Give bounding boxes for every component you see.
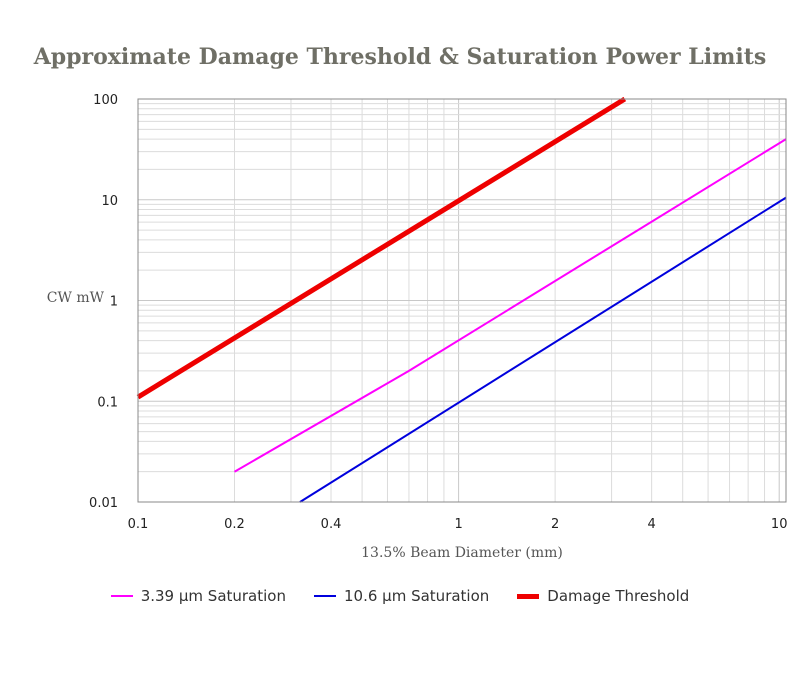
x-axis-label: 13.5% Beam Diameter (mm) bbox=[361, 545, 563, 561]
grid-lines bbox=[137, 99, 786, 503]
legend-item-339: 3.39 µm Saturation bbox=[110, 587, 286, 605]
legend-swatch-339 bbox=[110, 595, 133, 597]
chart-title: Approximate Damage Threshold & Saturatio… bbox=[33, 44, 767, 70]
x-tick-label: 4 bbox=[647, 517, 655, 532]
series-lines bbox=[136, 96, 787, 503]
legend: 3.39 µm Saturation 10.6 µm Saturation Da… bbox=[0, 587, 800, 605]
series-line-1 bbox=[299, 196, 787, 503]
y-axis-label: CW mW bbox=[47, 290, 105, 306]
legend-item-damage: Damage Threshold bbox=[517, 587, 689, 605]
series-line-2 bbox=[136, 96, 627, 400]
legend-item-106: 10.6 µm Saturation bbox=[314, 587, 489, 605]
y-tick-label: 10 bbox=[101, 194, 118, 209]
x-tick-label: 0.1 bbox=[128, 517, 149, 532]
y-tick-label: 1 bbox=[110, 295, 118, 310]
legend-swatch-damage bbox=[517, 593, 540, 599]
x-tick-label: 1 bbox=[454, 517, 462, 532]
y-tick-labels: 0.01 0.1 1 10 100 bbox=[89, 93, 118, 511]
legend-swatch-106 bbox=[314, 595, 336, 597]
series-line-0 bbox=[233, 138, 787, 473]
y-tick-label: 0.1 bbox=[97, 395, 118, 410]
x-tick-label: 0.4 bbox=[321, 517, 342, 532]
legend-label-106: 10.6 µm Saturation bbox=[344, 587, 490, 605]
legend-label-damage: Damage Threshold bbox=[547, 587, 690, 605]
legend-label-339: 3.39 µm Saturation bbox=[140, 587, 286, 605]
plot-frame bbox=[137, 98, 787, 503]
x-tick-label: 2 bbox=[551, 517, 559, 532]
x-tick-label: 0.2 bbox=[224, 517, 245, 532]
y-tick-label: 100 bbox=[93, 93, 118, 108]
y-tick-label: 0.01 bbox=[89, 496, 118, 511]
x-tick-labels: 0.1 0.2 0.4 1 2 4 10 bbox=[128, 517, 788, 532]
x-tick-label: 10 bbox=[771, 517, 788, 532]
